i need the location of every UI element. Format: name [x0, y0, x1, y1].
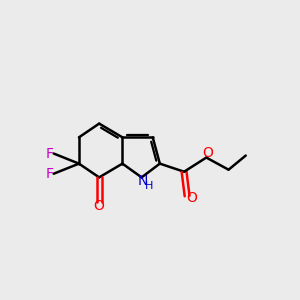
- Text: O: O: [202, 146, 213, 160]
- Text: O: O: [187, 191, 198, 205]
- Text: H: H: [145, 181, 154, 191]
- Text: O: O: [94, 199, 105, 213]
- Text: N: N: [138, 174, 148, 188]
- Text: F: F: [45, 167, 53, 181]
- Text: F: F: [45, 146, 53, 161]
